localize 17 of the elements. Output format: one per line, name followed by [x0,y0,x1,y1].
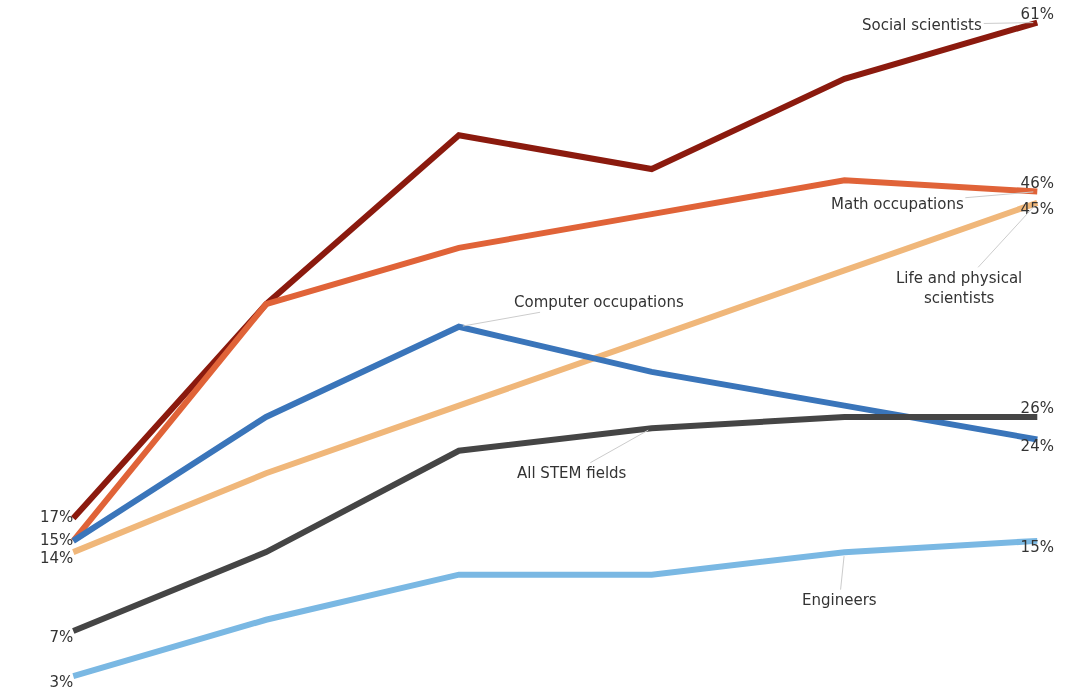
text: Engineers [802,591,877,609]
data-label: 15% [39,530,74,549]
data-label: 61% [1020,4,1054,23]
data-label: 7% [49,628,74,647]
data-label: 45% [1020,200,1054,219]
series-label: Math occupations [831,195,964,213]
data-label: 26% [1020,399,1054,418]
series-label: Social scientists [862,16,982,34]
series-label: All STEM fields [517,464,627,482]
data-label: 46% [1020,173,1054,192]
series-label: Life and physical scientists [896,269,1023,307]
series-label: Computer occupations [514,293,684,311]
data-label: 14% [39,549,74,568]
data-label: 17% [39,508,74,527]
data-label: 24% [1020,436,1054,455]
data-label: 3% [49,673,74,692]
data-label: 15% [1020,538,1054,557]
